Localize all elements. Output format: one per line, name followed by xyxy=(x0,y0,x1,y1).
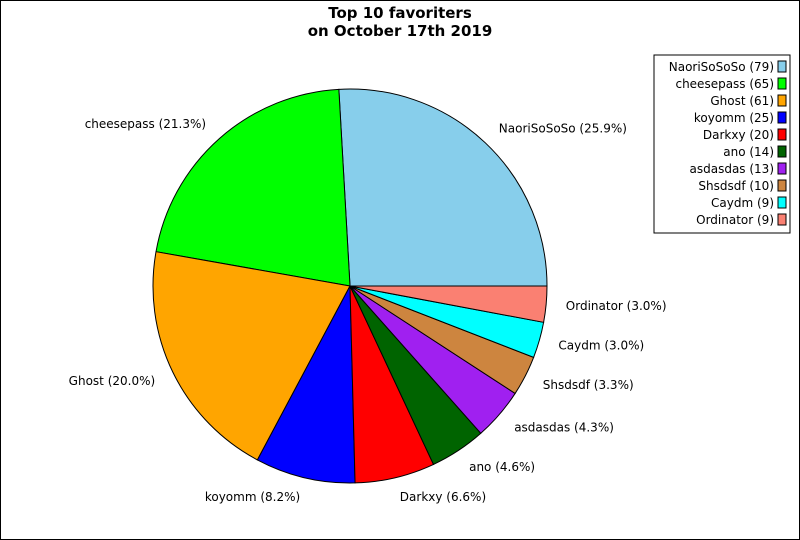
legend-entry-koyomm: koyomm (25) xyxy=(694,111,774,125)
slice-label-naorisososo: NaoriSoSoSo (25.9%) xyxy=(499,122,627,136)
legend-entry-asdasdas: asdasdas (13) xyxy=(690,162,775,176)
pie-slice-ghost xyxy=(152,251,351,461)
chart-title-line-2: on October 17th 2019 xyxy=(308,22,493,40)
slice-label-ghost: Ghost (20.0%) xyxy=(69,374,156,388)
legend-swatch-ordinator xyxy=(777,213,787,226)
legend: NaoriSoSoSo (79) cheesepass (65) Ghost (61… xyxy=(653,54,791,234)
legend-entry-shsdsdf: Shsdsdf (10) xyxy=(698,179,774,193)
legend-swatch-ano xyxy=(777,145,787,158)
pie-slices xyxy=(152,88,548,484)
slice-label-koyomm: koyomm (8.2%) xyxy=(205,490,300,504)
legend-swatch-ghost xyxy=(777,94,787,107)
legend-swatch-caydm xyxy=(777,196,787,209)
pie-slice-naorisososo xyxy=(338,88,548,287)
slice-label-caydm: Caydm (3.0%) xyxy=(558,339,644,353)
legend-entry-caydm: Caydm (9) xyxy=(711,196,774,210)
slice-label-shsdsdf: Shsdsdf (3.3%) xyxy=(543,378,634,392)
legend-swatch-shsdsdf xyxy=(777,179,787,192)
slice-labels: NaoriSoSoSo (25.9%) cheesepass (21.3%) Gho… xyxy=(69,117,667,504)
pie-slice-ordinator xyxy=(349,285,548,323)
legend-swatch-asdasdas xyxy=(777,162,787,175)
slice-label-asdasdas: asdasdas (4.3%) xyxy=(514,420,614,434)
slice-label-ano: ano (4.6%) xyxy=(469,460,535,474)
legend-swatch-cheesepass xyxy=(777,77,787,90)
legend-entry-naorisososo: NaoriSoSoSo (79) xyxy=(669,60,774,74)
slice-label-cheesepass: cheesepass (21.3%) xyxy=(85,117,206,131)
legend-entry-ano: ano (14) xyxy=(723,145,774,159)
slice-label-ordinator: Ordinator (3.0%) xyxy=(566,299,667,313)
legend-entry-cheesepass: cheesepass (65) xyxy=(675,77,774,91)
pie-slice-koyomm xyxy=(256,284,356,484)
legend-entry-darkxy: Darkxy (20) xyxy=(703,128,774,142)
pie-slice-cheesepass xyxy=(155,88,351,287)
chart-title-line-1: Top 10 favoriters xyxy=(328,4,472,22)
legend-entry-ordinator: Ordinator (9) xyxy=(696,213,774,227)
legend-box xyxy=(653,54,791,234)
slice-label-darkxy: Darkxy (6.6%) xyxy=(400,490,486,504)
legend-swatch-darkxy xyxy=(777,128,787,141)
legend-swatch-naorisososo xyxy=(777,60,787,73)
legend-swatch-koyomm xyxy=(777,111,787,124)
legend-entry-ghost: Ghost (61) xyxy=(710,94,774,108)
